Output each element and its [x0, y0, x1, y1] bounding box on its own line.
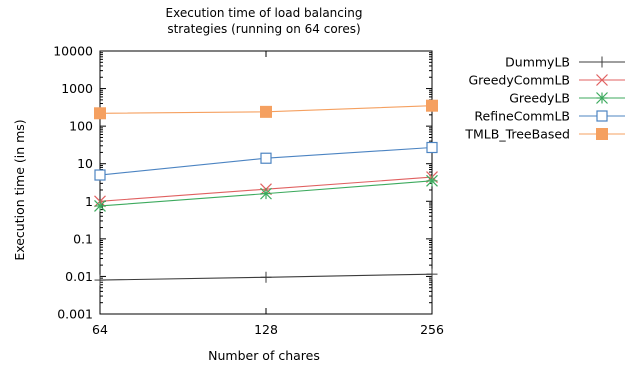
x-tick-label: 256	[420, 322, 444, 337]
y-tick-label: 1000	[61, 81, 93, 96]
x-axis-label: Number of chares	[208, 348, 320, 363]
data-point	[426, 99, 438, 112]
marker-shape	[260, 152, 272, 164]
marker-stroke	[260, 187, 272, 200]
chart-title-line-2: strategies (running on 64 cores)	[167, 22, 360, 36]
y-axis-label: Execution time (in ms)	[12, 119, 27, 260]
axes-group: 0.001 0.01 0.1 1 10 100 1000 10000 64 128 256	[53, 44, 444, 338]
data-point	[260, 271, 272, 283]
data-point	[426, 174, 438, 187]
data-point	[426, 268, 438, 280]
data-point	[426, 141, 438, 154]
marker-shape	[94, 169, 106, 181]
legend-item: TMLB_TreeBased	[464, 127, 625, 142]
legend-marker	[596, 92, 608, 104]
marker-shape	[596, 110, 608, 122]
y-tick-label: 0.1	[73, 231, 93, 246]
legend-label: GreedyLB	[509, 91, 570, 106]
series-greedylb	[94, 174, 438, 212]
data-point	[94, 200, 106, 212]
x-tick-label: 64	[92, 322, 108, 337]
legend-label: DummyLB	[505, 55, 570, 70]
legend-label: TMLB_TreeBased	[464, 127, 570, 142]
data-point	[260, 152, 272, 164]
legend-label: GreedyCommLB	[468, 73, 570, 88]
marker-shape	[94, 107, 106, 120]
y-tick-label: 10	[77, 156, 93, 171]
y-tick-label: 0.001	[57, 307, 93, 322]
marker-shape	[426, 141, 438, 154]
marker-shape	[426, 99, 438, 112]
data-point	[260, 105, 272, 118]
series-group	[94, 99, 438, 286]
legend-item: DummyLB	[505, 55, 625, 70]
x-tick-label: 128	[254, 322, 278, 337]
y-tick-label: 100	[69, 119, 93, 134]
series-dummylb	[94, 268, 438, 286]
data-point	[94, 169, 106, 181]
data-point	[94, 107, 106, 120]
legend: DummyLB GreedyCommLB GreedyLB RefineCommLB T…	[464, 55, 625, 142]
marker-shape	[596, 128, 608, 140]
y-tick-label: 1	[85, 194, 93, 209]
marker-stroke	[426, 174, 438, 187]
legend-label: RefineCommLB	[474, 109, 570, 124]
legend-item: GreedyCommLB	[468, 73, 625, 88]
series-tmlb-treebased	[94, 99, 438, 120]
legend-item: GreedyLB	[509, 91, 625, 106]
series-refinecommlb	[94, 141, 438, 181]
legend-marker	[596, 110, 608, 122]
legend-marker	[596, 56, 608, 68]
marker-stroke	[94, 200, 106, 212]
legend-item: RefineCommLB	[474, 109, 625, 124]
legend-marker	[596, 128, 608, 140]
legend-marker	[596, 74, 608, 86]
marker-stroke	[596, 74, 608, 86]
data-point	[260, 187, 272, 200]
data-point	[94, 274, 106, 286]
marker-stroke	[596, 92, 608, 104]
marker-shape	[260, 105, 272, 118]
chart-title-line-1: Execution time of load balancing	[166, 6, 363, 20]
y-tick-label: 10000	[53, 44, 93, 59]
y-tick-label: 0.01	[65, 269, 93, 284]
